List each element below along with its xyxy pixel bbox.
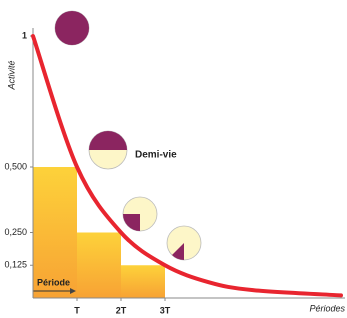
step-bar: [121, 265, 165, 298]
x-axis-label: Périodes: [309, 303, 345, 313]
chart: Activité Périodes Demi-vie Période 1 0,50…: [0, 0, 347, 318]
pie-fill: [123, 214, 140, 231]
y-axis-label: Activité: [6, 60, 16, 90]
x-tick-label: T: [74, 305, 80, 315]
pie-fill: [55, 11, 89, 45]
step-bar: [77, 233, 121, 299]
period-label: Période: [37, 277, 70, 287]
y-tick-label: 0,250: [4, 227, 27, 237]
half-life-label: Demi-vie: [135, 150, 177, 161]
pie-fill: [89, 131, 127, 150]
y-tick-label: 0,125: [4, 260, 27, 270]
y-tick-label: 0,500: [4, 161, 27, 171]
x-tick-label: 3T: [160, 305, 171, 315]
x-tick-label: 2T: [116, 305, 127, 315]
y-tick-label: 1: [22, 30, 27, 40]
